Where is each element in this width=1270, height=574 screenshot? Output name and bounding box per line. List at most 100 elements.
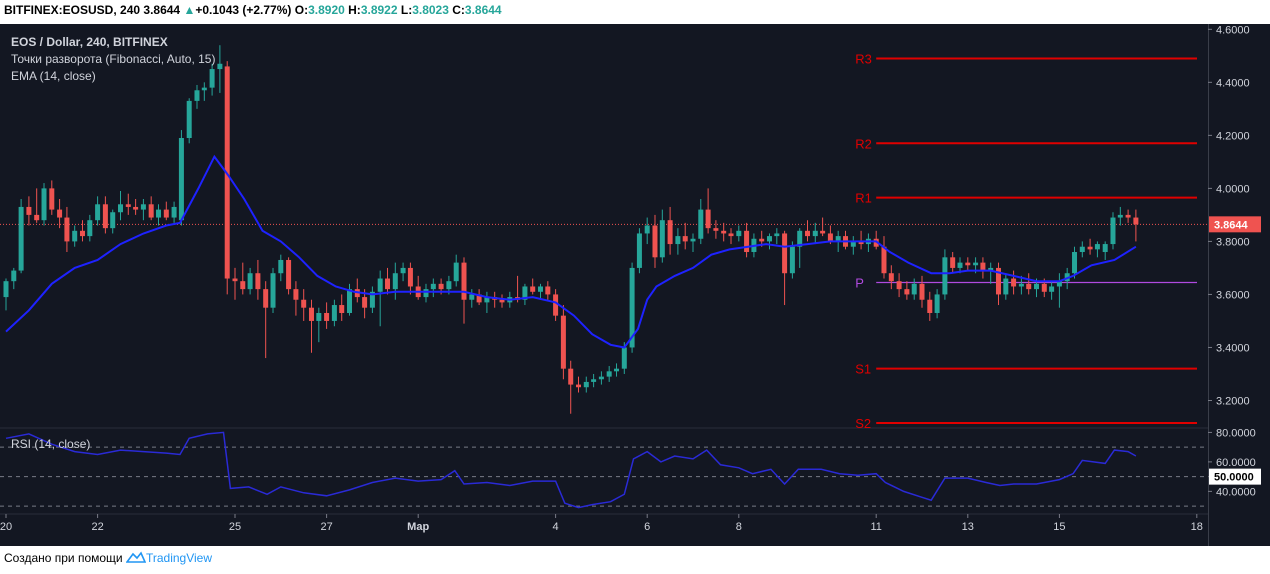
candle-up (1110, 217, 1116, 245)
candle-up (316, 312, 322, 321)
high-value: 3.8922 (360, 3, 398, 17)
candle-up (156, 209, 162, 218)
candle-up (209, 69, 215, 88)
price-tick-label: 3.4000 (1216, 342, 1250, 354)
candle-up (11, 270, 17, 282)
rsi-tick-label: 80.0000 (1216, 427, 1256, 439)
candle-down (995, 267, 1001, 295)
price-tick-label: 4.6000 (1216, 24, 1250, 36)
candle-down (407, 267, 413, 287)
pivot-label-r2: R2 (855, 136, 872, 151)
time-tick-label: 20 (0, 521, 12, 533)
candle-down (530, 286, 536, 292)
candle-down (1011, 278, 1017, 287)
footer-brand[interactable]: TradingView (145, 551, 213, 565)
candle-down (34, 214, 40, 221)
chart-canvas[interactable]: R3 R2 R1 P S1 S2 4.6000 4.4000 4.2000 4.0000 3.80… (0, 24, 1270, 546)
candle-up (1056, 281, 1062, 287)
candle-up (690, 238, 696, 242)
candle-down (560, 315, 566, 369)
rsi-layer (0, 431, 1208, 509)
candle-down (362, 297, 368, 308)
candle-up (1102, 244, 1108, 253)
candle-down (1133, 217, 1139, 225)
candle-down (782, 233, 788, 274)
candle-down (980, 262, 986, 271)
price-change: +0.1043 (+2.77%) (195, 3, 292, 17)
price-tick-label: 3.6000 (1216, 289, 1250, 301)
candle-up (331, 305, 337, 321)
price-tick-label: 3.8000 (1216, 236, 1250, 248)
candle-down (240, 281, 246, 290)
candle-down (713, 228, 719, 231)
pivot-label-p: P (855, 276, 864, 291)
candle-down (919, 283, 925, 300)
candle-up (278, 259, 284, 274)
price-tick-label: 4.0000 (1216, 183, 1250, 195)
candle-down (827, 233, 833, 242)
candle-up (41, 188, 47, 221)
candle-down (667, 220, 673, 245)
candle-up (636, 233, 642, 268)
candle-up (392, 273, 398, 290)
interval-value: 240 (120, 3, 141, 17)
candle-down (950, 257, 956, 268)
footer-credit: Создано при помощи TradingView (4, 551, 212, 565)
close-label: C: (452, 3, 465, 17)
candle-down (461, 262, 467, 300)
candle-up (812, 230, 818, 237)
candle-up (453, 262, 459, 282)
legend-pivots: Точки разворота (Fibonacci, Auto, 15) (11, 52, 215, 66)
last-price-tag (1209, 216, 1261, 233)
time-tick-label: 15 (1053, 521, 1065, 533)
candle-down (324, 312, 330, 321)
time-tick-label: 13 (962, 521, 974, 533)
candle-down (744, 230, 750, 253)
price-tick-label: 4.4000 (1216, 77, 1250, 89)
candle-down (858, 241, 864, 245)
candle-down (163, 209, 169, 218)
candle-down (888, 273, 894, 282)
candle-up (118, 204, 123, 213)
time-tick-label: 18 (1191, 521, 1203, 533)
candle-up (789, 246, 795, 274)
candle-down (820, 230, 826, 234)
candle-up (1117, 214, 1123, 218)
rsi-tick-label: 40.0000 (1216, 486, 1256, 498)
candle-up (110, 212, 116, 229)
candle-up (377, 278, 383, 292)
candle-down (339, 305, 345, 313)
candle-up (583, 381, 589, 388)
candle-down (705, 209, 711, 229)
candle-down (102, 204, 108, 229)
candle-up (957, 262, 963, 268)
candle-up (698, 209, 704, 239)
ema-layer (5, 154, 1137, 349)
candle-up (95, 204, 101, 221)
candle-up (72, 230, 78, 242)
candle-down (721, 230, 727, 234)
candle-up (140, 204, 146, 210)
candle-up (469, 294, 475, 300)
candle-down (308, 307, 314, 321)
candle-down (1026, 283, 1032, 290)
candle-up (423, 289, 429, 298)
candle-down (133, 206, 139, 210)
candle-up (614, 368, 620, 372)
candle-down (873, 238, 879, 247)
candle-up (201, 87, 207, 91)
candle-up (766, 236, 772, 242)
price-tick-label: 4.2000 (1216, 130, 1250, 142)
candle-up (186, 100, 192, 139)
pivot-label-s2: S2 (855, 416, 871, 431)
candle-down (553, 294, 559, 316)
candle-up (1072, 252, 1078, 274)
candle-up (3, 281, 9, 298)
candle-up (598, 376, 604, 380)
time-tick-label: 27 (320, 521, 332, 533)
candle-up (522, 286, 528, 300)
symbol-name: BITFINEX:EOSUSD (4, 3, 114, 17)
time-tick-label: 8 (736, 521, 742, 533)
candle-down (255, 273, 261, 290)
candle-up (178, 138, 184, 221)
